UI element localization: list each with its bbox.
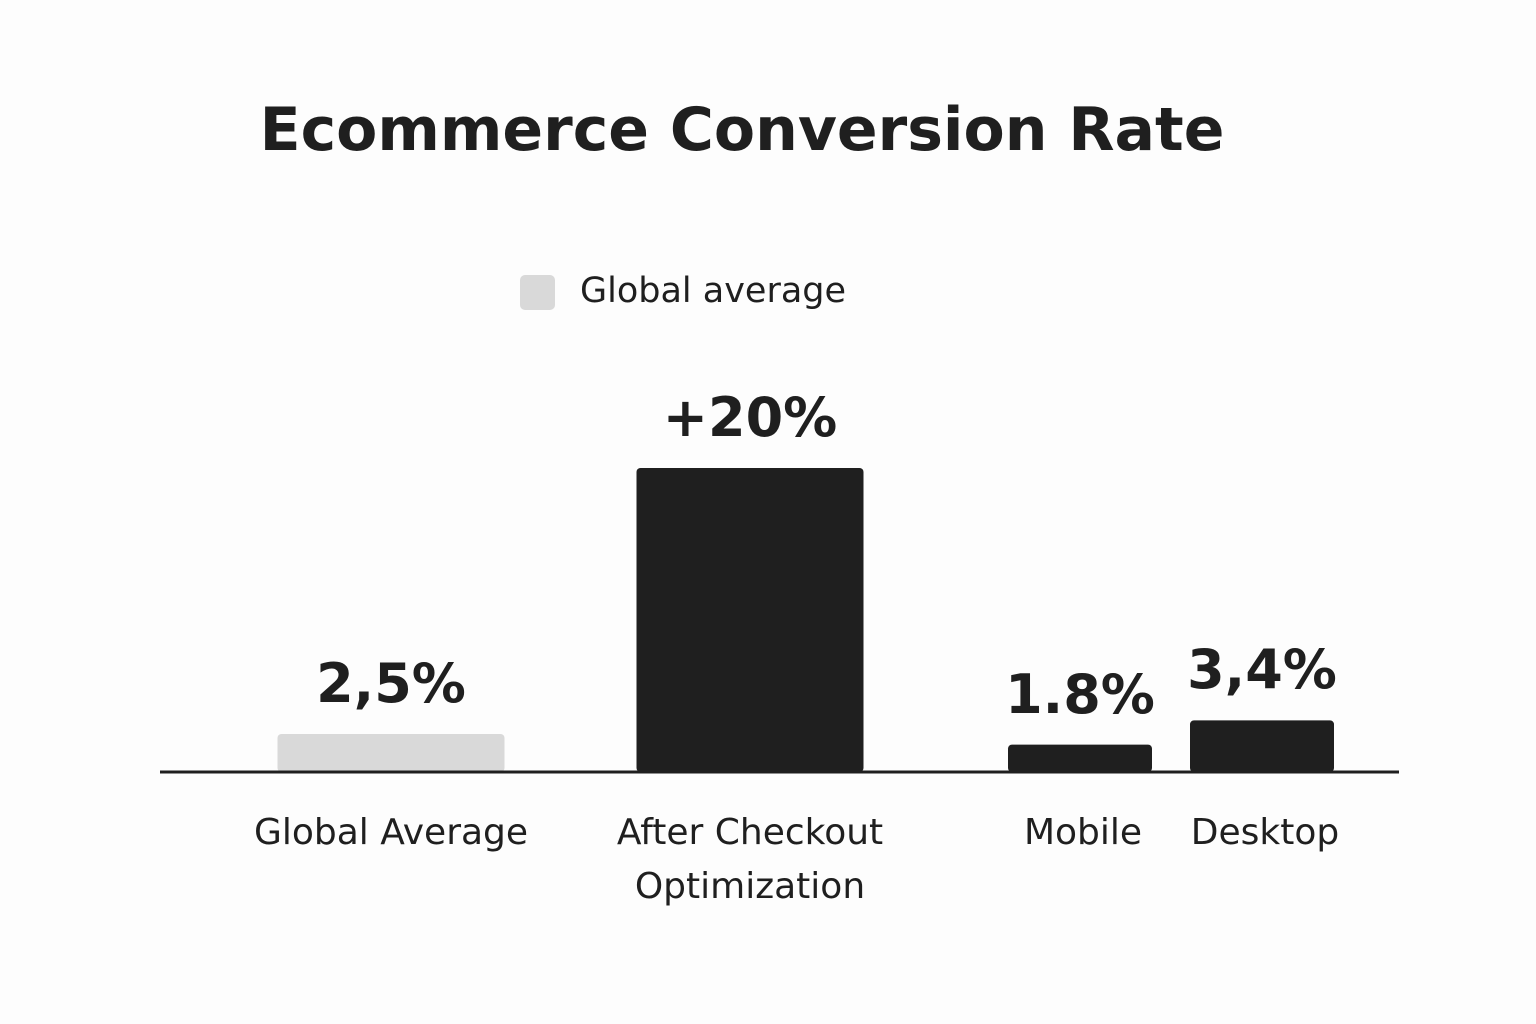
value-label: +20% xyxy=(662,386,838,449)
bar xyxy=(1190,720,1334,772)
x-tick-label: After Checkout Optimization xyxy=(616,812,884,907)
x-tick-label: Global Average xyxy=(253,812,529,853)
x-tick-label: Desktop xyxy=(1190,812,1340,853)
bar xyxy=(636,468,864,772)
x-tick-label: Mobile xyxy=(1023,812,1143,853)
chart-title: Ecommerce Conversion Rate xyxy=(259,95,1225,165)
value-label: 3,4% xyxy=(1187,638,1337,702)
legend-label: Global average xyxy=(580,271,847,311)
bar xyxy=(1008,744,1152,772)
bar xyxy=(277,734,505,772)
value-label: 1.8% xyxy=(1005,662,1155,726)
value-label: 2,5% xyxy=(316,652,466,715)
legend-swatch xyxy=(520,275,555,310)
